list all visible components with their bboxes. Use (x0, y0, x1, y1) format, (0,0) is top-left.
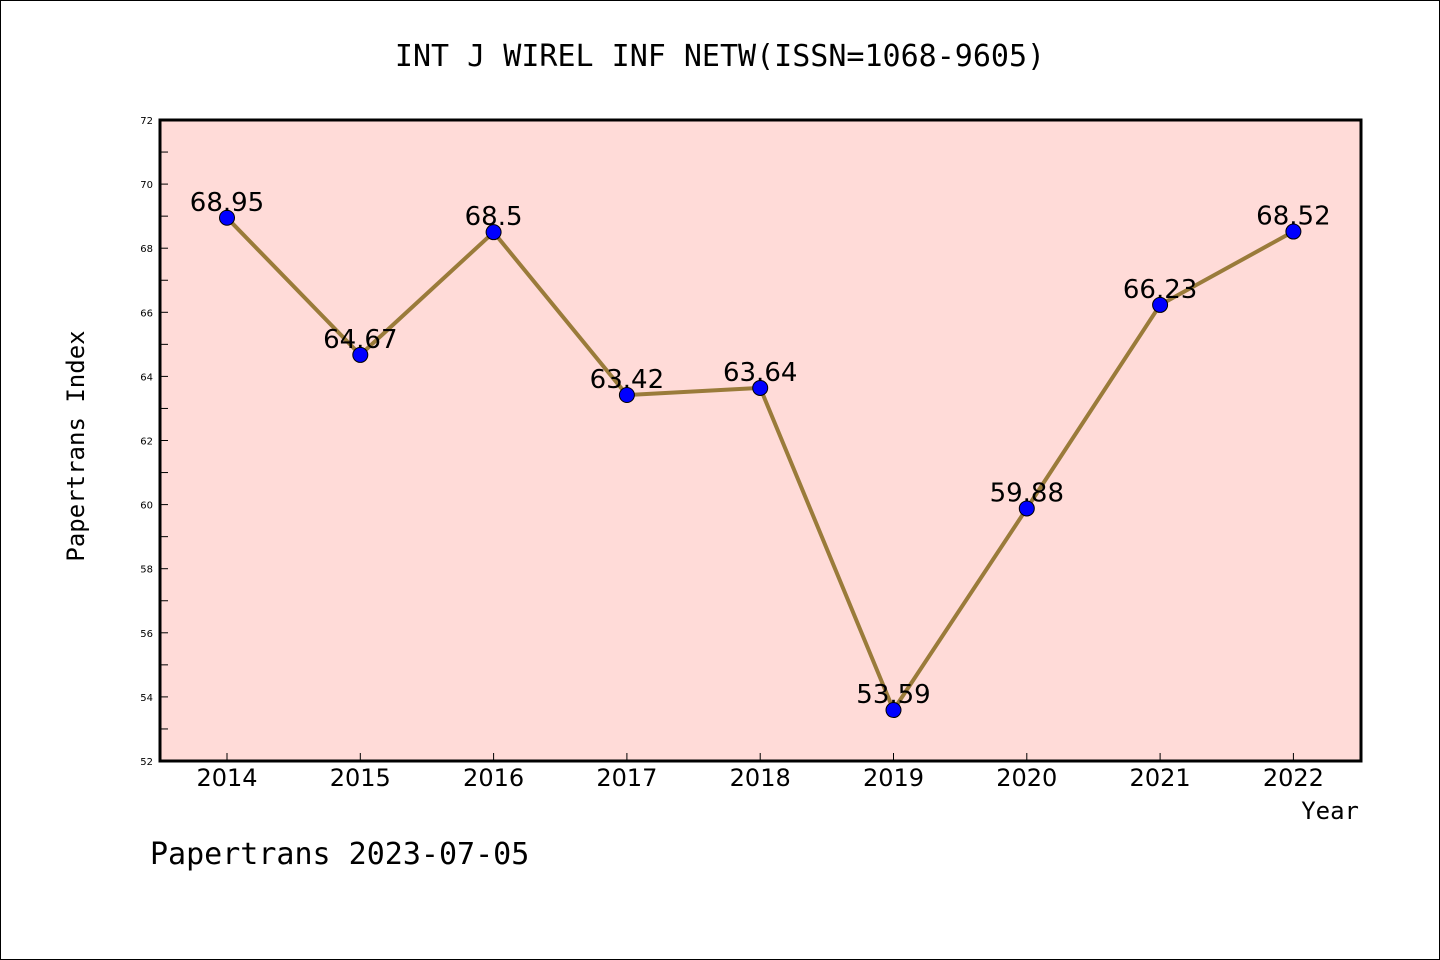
data-labels-layer: 68.95 64.67 68.5 63.42 63.64 53.59 59.88 66.23 6… (190, 188, 1331, 710)
data-point (618, 386, 635, 403)
y-tick-label: 56 (140, 629, 153, 640)
x-tick-label: 2022 (1263, 764, 1324, 792)
data-point (219, 209, 235, 226)
markers-layer (219, 209, 1302, 719)
data-point (752, 379, 769, 396)
data-label: 53.59 (856, 680, 930, 710)
data-point (1152, 296, 1169, 313)
data-point (485, 224, 502, 241)
y-tick-label: 72 (140, 116, 153, 127)
x-tick-label: 2014 (196, 764, 257, 792)
x-tick-label: 2021 (1130, 764, 1191, 792)
data-point (1285, 223, 1302, 240)
data-label: 68.95 (190, 188, 264, 218)
y-tick-label: 60 (140, 501, 153, 512)
y-tick-label: 58 (140, 565, 153, 576)
x-tick-label: 2017 (596, 764, 657, 792)
plot-border (158, 118, 1363, 763)
data-label: 63.42 (590, 365, 664, 395)
y-tick-label: 62 (140, 437, 153, 448)
data-label: 68.5 (465, 202, 523, 232)
ticks-layer: 52 54 56 58 60 62 64 66 68 70 72 2014 2015 2016 2017 20… (140, 116, 1324, 792)
y-tick-label: 70 (140, 180, 153, 191)
data-point (352, 346, 369, 363)
y-tick-label: 64 (140, 372, 153, 383)
data-label: 68.52 (1256, 202, 1330, 232)
x-tick-label: 2019 (863, 764, 924, 792)
chart-title: INT J WIREL INF NETW(ISSN=1068-9605) (395, 39, 1045, 74)
x-tick-label: 2016 (463, 764, 524, 792)
data-label: 66.23 (1123, 275, 1197, 305)
plot-area (160, 120, 1361, 761)
y-tick-label: 52 (140, 757, 153, 768)
y-tick-label: 68 (140, 244, 153, 255)
data-point (885, 702, 902, 719)
x-tick-label: 2020 (996, 764, 1057, 792)
y-tick-label: 54 (140, 693, 153, 704)
x-axis-label: Year (1301, 797, 1359, 825)
footer-date-text: Papertrans 2023-07-05 (150, 837, 529, 872)
data-label: 64.67 (323, 325, 397, 355)
data-point (1018, 500, 1035, 517)
data-label: 63.64 (723, 358, 797, 388)
x-tick-label: 2015 (330, 764, 391, 792)
x-tick-label: 2018 (730, 764, 791, 792)
y-axis-label: Papertrans Index (62, 330, 90, 561)
data-label: 59.88 (990, 478, 1064, 508)
y-tick-label: 66 (140, 308, 153, 319)
